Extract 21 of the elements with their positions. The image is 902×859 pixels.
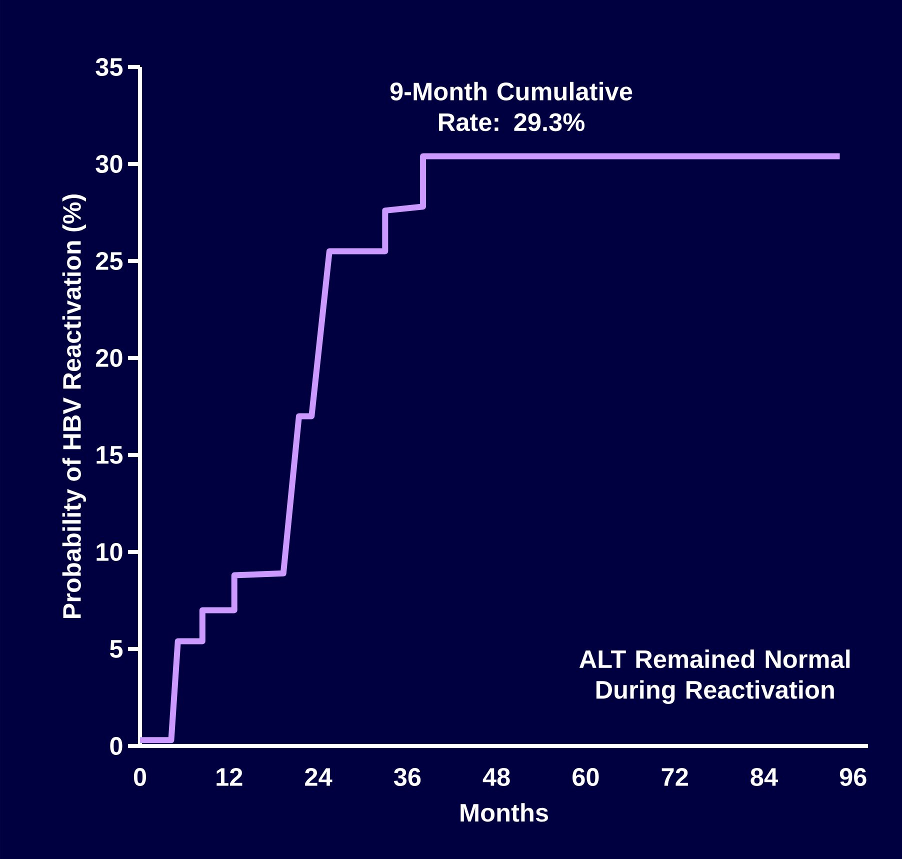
- y-tick-label: 0: [110, 737, 122, 755]
- y-tick-label: 20: [96, 349, 122, 367]
- x-tick-label: 72: [662, 768, 688, 786]
- x-tick-label: 12: [216, 768, 242, 786]
- y-tick-label: 15: [96, 446, 123, 464]
- y-tick-label: 35: [96, 58, 123, 76]
- y-tick-label: 10: [96, 543, 122, 561]
- x-axis-title: Months: [460, 803, 548, 822]
- y-axis-title: Probability of HBV Reactivation (%): [62, 194, 86, 618]
- x-tick-label: 60: [572, 768, 599, 786]
- x-tick-label: 96: [840, 768, 866, 786]
- annotation: 9-Month Cumulative Rate: 29.3%: [390, 82, 632, 132]
- x-tick-label: 36: [394, 768, 421, 786]
- x-tick-label: 0: [134, 768, 146, 786]
- x-tick-label: 24: [305, 768, 332, 786]
- annotation: ALT Remained Normal During Reactivation: [579, 650, 850, 704]
- x-tick-label: 48: [482, 768, 510, 786]
- y-tick-label: 25: [96, 252, 123, 270]
- y-tick-label: 5: [110, 640, 123, 658]
- y-tick-label: 30: [96, 155, 122, 173]
- x-tick-label: 84: [750, 768, 778, 786]
